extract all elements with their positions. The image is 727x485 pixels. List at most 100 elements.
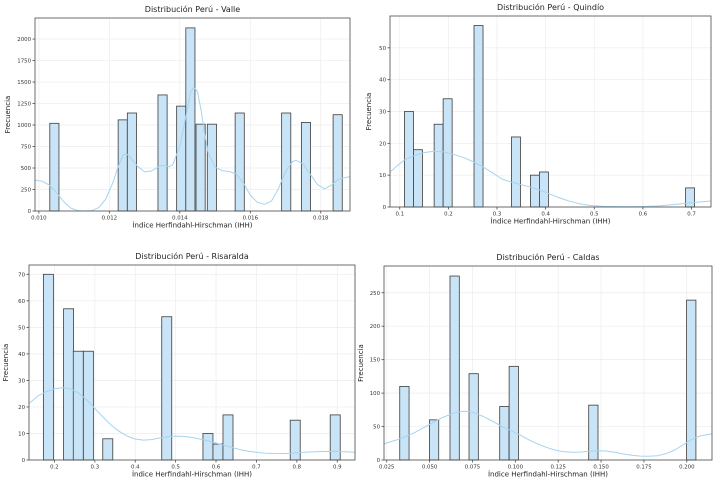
- x-tick-label: 0.3: [91, 464, 100, 470]
- y-tick-label: 40: [379, 78, 386, 84]
- axes-spines: [383, 265, 712, 460]
- x-tick-label: 0.5: [589, 212, 598, 218]
- histogram-bar: [473, 25, 483, 208]
- histogram-bar: [195, 123, 206, 212]
- kde-curve: [383, 410, 712, 457]
- histogram-bar: [510, 136, 521, 208]
- x-tick-label: 0.014: [172, 216, 188, 222]
- x-tick-label: 0.012: [102, 216, 117, 222]
- y-tick-label: 50: [18, 325, 25, 331]
- histogram-bar: [332, 114, 343, 212]
- histogram-bar: [49, 122, 60, 212]
- x-tick-label: 0.3: [492, 212, 501, 218]
- histogram-bar: [42, 273, 54, 460]
- x-tick-label: 0.075: [464, 464, 479, 470]
- y-tick-label: 200: [369, 324, 380, 330]
- x-axis-ticks: 0.025 0.050 0.075 0.100 0.125 0.150 0.175 0.200: [379, 459, 695, 470]
- x-tick-label: 0.016: [243, 216, 259, 222]
- y-axis-label: Frecuencia: [365, 93, 373, 131]
- y-tick-label: 50: [373, 424, 380, 430]
- histogram-bar: [63, 307, 75, 460]
- kde-curve: [389, 150, 711, 208]
- y-tick-label: 30: [379, 110, 386, 116]
- histogram-bar: [185, 27, 196, 212]
- histogram-bar: [433, 123, 444, 208]
- y-tick-label: 10: [379, 173, 386, 179]
- x-axis-ticks: 0.2 0.3 0.4 0.5 0.6 0.7 0.8 0.9: [50, 459, 342, 470]
- histogram-bars: [403, 25, 695, 208]
- x-tick-label: 0.018: [313, 216, 329, 222]
- y-tick-label: 250: [21, 188, 32, 194]
- y-tick-label: 750: [21, 145, 32, 151]
- histogram-bar: [157, 94, 168, 212]
- histogram-bar: [684, 187, 695, 208]
- y-tick-label: 50: [379, 46, 386, 52]
- subplot-caldas: 0.025 0.050 0.075 0.100 0.125 0.150 0.175 0.200…: [357, 243, 727, 485]
- x-tick-label: 0.6: [638, 212, 647, 218]
- x-tick-label: 0.010: [31, 216, 47, 222]
- chart-title: Distribución Perú - Quindío: [496, 2, 603, 12]
- y-tick-label: 0: [22, 458, 26, 464]
- x-tick-label: 0.1: [395, 212, 404, 218]
- x-axis-label: Índice Herfindahl-Hirschman (IHH): [490, 217, 610, 226]
- y-tick-label: 1500: [17, 80, 31, 86]
- x-tick-label: 0.4: [541, 212, 550, 218]
- plot-area-risaralda: 0.2 0.3 0.4 0.5 0.6 0.7 0.8 0.9 0 10 20 30 40 50 60 70 D…: [2, 251, 356, 478]
- y-tick-label: 100: [369, 391, 380, 397]
- x-tick-label: 0.5: [171, 464, 180, 470]
- kde-curve: [34, 86, 351, 212]
- x-tick-label: 0.6: [212, 464, 221, 470]
- x-tick-label: 0.2: [50, 464, 59, 470]
- x-tick-label: 0.200: [679, 464, 695, 470]
- x-tick-label: 0.175: [636, 464, 651, 470]
- x-tick-label: 0.9: [333, 464, 342, 470]
- histogram-bar: [202, 432, 214, 460]
- x-axis-label: Índice Herfindahl-Hirschman (IHH): [132, 469, 252, 478]
- histogram-bars: [42, 273, 341, 460]
- x-tick-label: 0.100: [507, 464, 523, 470]
- histogram-bar: [222, 413, 234, 460]
- y-tick-label: 1750: [17, 59, 31, 65]
- kde-curve: [28, 386, 356, 454]
- y-axis-ticks: 0 250 500 750 1000 1250 1500 1750 2000: [17, 37, 35, 215]
- histogram-bar: [234, 112, 245, 212]
- y-axis-label: Frecuencia: [2, 343, 10, 381]
- x-axis-ticks: 0.010 0.012 0.014 0.016 0.018: [31, 211, 329, 222]
- y-tick-label: 0: [376, 458, 380, 464]
- histogram-bar: [117, 119, 128, 212]
- histogram-bar: [289, 419, 301, 460]
- histogram-bar: [587, 404, 598, 460]
- x-tick-label: 0.7: [252, 464, 261, 470]
- y-tick-label: 1250: [17, 102, 31, 108]
- y-axis-ticks: 0 10 20 30 40 50: [379, 46, 390, 211]
- subplot-quindio: 0.1 0.2 0.3 0.4 0.5 0.6 0.7 0 10 20 30 40 50 Distribu…: [364, 0, 727, 243]
- axes-spines: [34, 17, 351, 212]
- chart-title: Distribución Perú - Risaralda: [135, 251, 249, 261]
- subplot-valle: 0.010 0.012 0.014 0.016 0.018 0 250 500 750 1000 1…: [0, 0, 364, 243]
- y-tick-label: 20: [379, 141, 386, 147]
- y-tick-label: 2000: [17, 37, 31, 43]
- y-axis-ticks: 0 10 20 30 40 50 60 70: [18, 272, 29, 464]
- y-tick-label: 70: [18, 272, 25, 278]
- histogram-bar: [281, 112, 292, 212]
- y-tick-label: 0: [28, 209, 32, 215]
- histogram-bars: [398, 275, 696, 460]
- histogram-bar: [449, 275, 460, 460]
- y-axis-label: Frecuencia: [357, 344, 365, 382]
- y-tick-label: 40: [18, 351, 25, 357]
- y-tick-label: 150: [369, 357, 380, 363]
- y-tick-label: 20: [18, 404, 25, 410]
- histogram-bar: [412, 149, 423, 208]
- histogram-bar: [498, 405, 509, 460]
- plot-area-caldas: 0.025 0.050 0.075 0.100 0.125 0.150 0.175 0.200…: [357, 252, 712, 478]
- histogram-bar: [529, 174, 540, 208]
- histogram-bars: [49, 27, 343, 212]
- histogram-bar: [538, 171, 549, 208]
- chart-title: Distribución Perú - Caldas: [496, 252, 599, 262]
- y-tick-label: 250: [369, 290, 380, 296]
- histogram-bar: [126, 112, 137, 212]
- x-tick-label: 0.7: [687, 212, 696, 218]
- x-tick-label: 0.2: [444, 212, 453, 218]
- y-tick-label: 0: [382, 205, 386, 211]
- axes-spines: [28, 264, 356, 460]
